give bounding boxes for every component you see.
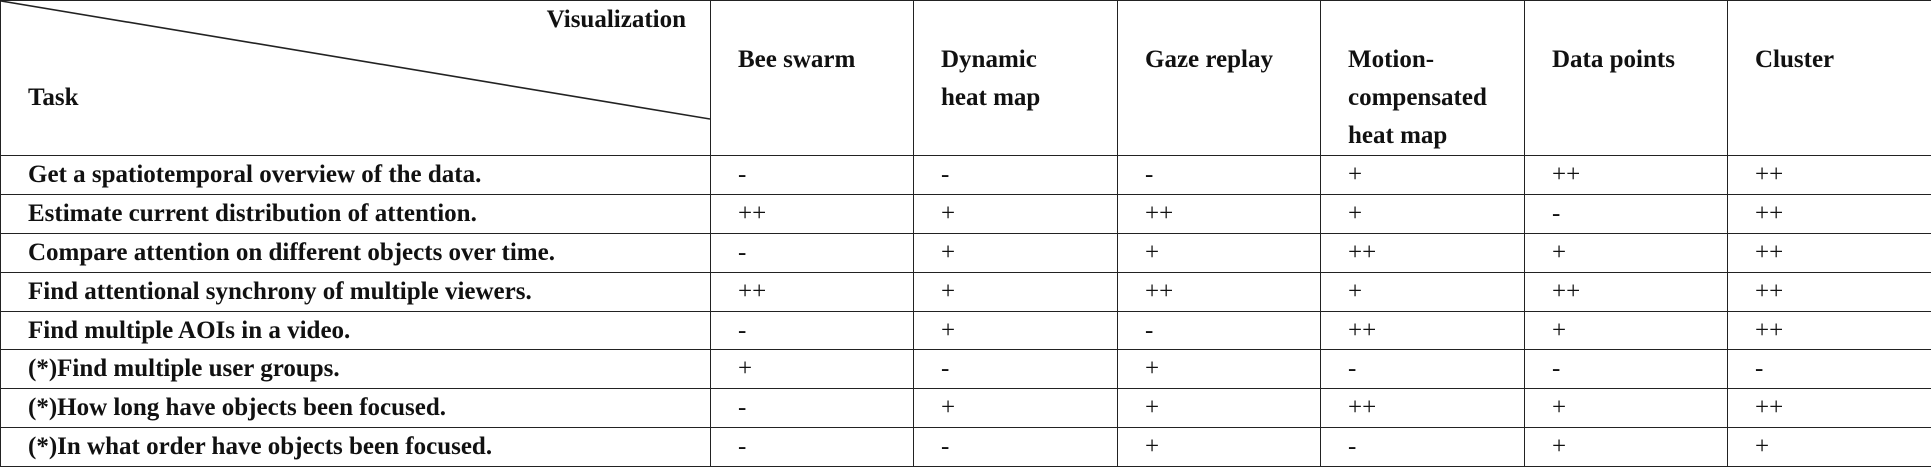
column-header: Dynamic heat map <box>914 1 1118 156</box>
task-label: (*)In what order have objects been focus… <box>1 428 711 467</box>
task-label: (*)How long have objects been focused. <box>1 389 711 428</box>
table-row: Get a spatiotemporal overview of the dat… <box>1 156 1931 195</box>
rating-cell: - <box>1118 156 1321 195</box>
table-row: (*)Find multiple user groups.+-+--- <box>1 350 1931 389</box>
task-label: Estimate current distribution of attenti… <box>1 194 711 233</box>
rating-cell: + <box>914 389 1118 428</box>
rating-cell: + <box>1118 389 1321 428</box>
column-header: Gaze replay <box>1118 1 1321 156</box>
rating-cell: + <box>914 311 1118 350</box>
rating-cell: + <box>1525 311 1728 350</box>
rating-cell: - <box>914 428 1118 467</box>
rating-cell: ++ <box>1321 389 1525 428</box>
rating-cell: ++ <box>1321 233 1525 272</box>
rating-cell: ++ <box>1728 311 1931 350</box>
rating-cell: + <box>1118 233 1321 272</box>
header-row: Visualization Task Bee swarm Dynamic hea… <box>1 1 1931 156</box>
corner-cell: Visualization Task <box>1 1 711 156</box>
rating-cell: ++ <box>1728 389 1931 428</box>
task-label: Get a spatiotemporal overview of the dat… <box>1 156 711 195</box>
rating-cell: ++ <box>1728 233 1931 272</box>
rating-cell: ++ <box>1728 194 1931 233</box>
rating-cell: + <box>1321 272 1525 311</box>
rating-cell: + <box>1321 156 1525 195</box>
column-header: Motion-compensated heat map <box>1321 1 1525 156</box>
rating-cell: - <box>1321 428 1525 467</box>
rating-cell: - <box>711 428 914 467</box>
rating-cell: + <box>1118 350 1321 389</box>
rating-cell: ++ <box>1118 194 1321 233</box>
rating-cell: - <box>1118 311 1321 350</box>
table-body: Get a spatiotemporal overview of the dat… <box>1 156 1931 467</box>
table-row: Estimate current distribution of attenti… <box>1 194 1931 233</box>
rating-cell: ++ <box>1118 272 1321 311</box>
column-header: Bee swarm <box>711 1 914 156</box>
rating-cell: ++ <box>711 272 914 311</box>
row-axis-label: Task <box>28 83 79 113</box>
task-label: (*)Find multiple user groups. <box>1 350 711 389</box>
rating-cell: + <box>914 272 1118 311</box>
task-label: Find attentional synchrony of multiple v… <box>1 272 711 311</box>
rating-cell: ++ <box>1321 311 1525 350</box>
rating-cell: + <box>711 350 914 389</box>
task-label: Compare attention on different objects o… <box>1 233 711 272</box>
table-row: Find attentional synchrony of multiple v… <box>1 272 1931 311</box>
column-axis-label: Visualization <box>547 5 686 35</box>
rating-cell: ++ <box>711 194 914 233</box>
task-label: Find multiple AOIs in a video. <box>1 311 711 350</box>
rating-cell: - <box>914 156 1118 195</box>
rating-cell: ++ <box>1728 272 1931 311</box>
rating-cell: - <box>1321 350 1525 389</box>
rating-cell: ++ <box>1728 156 1931 195</box>
rating-cell: + <box>914 194 1118 233</box>
rating-cell: - <box>711 311 914 350</box>
rating-cell: - <box>1728 350 1931 389</box>
rating-cell: - <box>711 389 914 428</box>
rating-cell: + <box>1525 389 1728 428</box>
table-row: Compare attention on different objects o… <box>1 233 1931 272</box>
table-row: (*)In what order have objects been focus… <box>1 428 1931 467</box>
table-row: Find multiple AOIs in a video.-+-+++++ <box>1 311 1931 350</box>
rating-cell: - <box>1525 350 1728 389</box>
rating-cell: + <box>1728 428 1931 467</box>
table-row: (*)How long have objects been focused.-+… <box>1 389 1931 428</box>
rating-cell: ++ <box>1525 156 1728 195</box>
rating-cell: ++ <box>1525 272 1728 311</box>
rating-cell: + <box>1118 428 1321 467</box>
column-header: Cluster <box>1728 1 1931 156</box>
rating-cell: + <box>914 233 1118 272</box>
column-header: Data points <box>1525 1 1728 156</box>
rating-cell: + <box>1321 194 1525 233</box>
rating-cell: + <box>1525 233 1728 272</box>
rating-cell: - <box>711 156 914 195</box>
rating-cell: - <box>914 350 1118 389</box>
rating-cell: - <box>1525 194 1728 233</box>
rating-cell: + <box>1525 428 1728 467</box>
rating-cell: - <box>711 233 914 272</box>
